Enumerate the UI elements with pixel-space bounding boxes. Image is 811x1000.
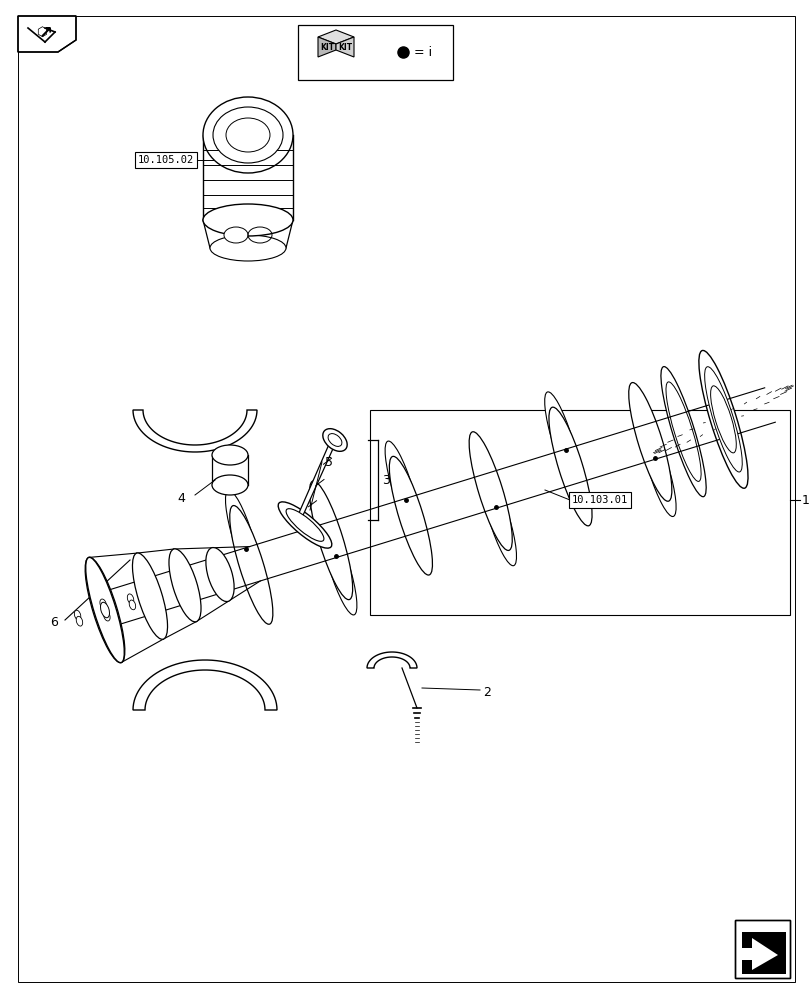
Text: KIT: KIT — [320, 43, 333, 52]
Ellipse shape — [309, 481, 352, 600]
Ellipse shape — [225, 490, 260, 586]
Polygon shape — [18, 16, 76, 52]
Text: 5: 5 — [324, 456, 333, 468]
Ellipse shape — [206, 548, 234, 602]
Ellipse shape — [323, 429, 347, 451]
Text: 3: 3 — [381, 474, 389, 487]
Polygon shape — [336, 37, 354, 57]
Ellipse shape — [75, 610, 81, 620]
Text: 6: 6 — [50, 616, 58, 630]
Ellipse shape — [212, 475, 247, 495]
Polygon shape — [212, 455, 247, 485]
Polygon shape — [203, 135, 293, 220]
Polygon shape — [298, 25, 453, 80]
Ellipse shape — [104, 611, 110, 621]
Ellipse shape — [710, 386, 736, 453]
Ellipse shape — [384, 441, 419, 537]
Text: 4: 4 — [177, 492, 185, 506]
Ellipse shape — [481, 470, 516, 566]
Ellipse shape — [132, 553, 167, 639]
Ellipse shape — [127, 594, 134, 604]
Polygon shape — [18, 16, 76, 52]
Ellipse shape — [129, 600, 135, 610]
Ellipse shape — [328, 434, 341, 446]
Text: = i: = i — [414, 46, 431, 59]
Text: 2: 2 — [483, 686, 491, 698]
Ellipse shape — [698, 350, 747, 488]
Ellipse shape — [224, 227, 247, 243]
Ellipse shape — [203, 204, 293, 236]
Ellipse shape — [321, 519, 357, 615]
Ellipse shape — [203, 97, 293, 173]
Polygon shape — [318, 37, 336, 57]
Polygon shape — [318, 30, 354, 44]
Ellipse shape — [169, 549, 201, 622]
Ellipse shape — [86, 557, 124, 663]
Polygon shape — [133, 410, 257, 452]
Ellipse shape — [225, 118, 270, 152]
Text: 10.103.01: 10.103.01 — [571, 495, 628, 505]
Ellipse shape — [660, 367, 706, 497]
Ellipse shape — [471, 441, 491, 484]
Polygon shape — [741, 932, 785, 974]
Ellipse shape — [544, 392, 579, 488]
Text: 10.105.02: 10.105.02 — [138, 155, 194, 165]
Ellipse shape — [250, 572, 270, 615]
Ellipse shape — [100, 599, 106, 609]
Ellipse shape — [469, 432, 512, 550]
Ellipse shape — [628, 383, 671, 501]
Polygon shape — [734, 920, 789, 978]
Ellipse shape — [212, 445, 247, 465]
Ellipse shape — [388, 456, 432, 575]
Ellipse shape — [704, 367, 741, 472]
Ellipse shape — [312, 490, 332, 533]
Ellipse shape — [101, 602, 109, 618]
Ellipse shape — [85, 557, 125, 663]
Ellipse shape — [410, 523, 429, 566]
Polygon shape — [294, 442, 336, 522]
Ellipse shape — [640, 421, 676, 517]
Ellipse shape — [569, 474, 589, 516]
Ellipse shape — [230, 506, 272, 624]
Ellipse shape — [210, 235, 285, 261]
Ellipse shape — [76, 616, 83, 626]
Ellipse shape — [212, 107, 283, 163]
Text: KIT: KIT — [337, 43, 352, 52]
Text: ⬡: ⬡ — [36, 26, 47, 39]
Ellipse shape — [631, 392, 650, 434]
Ellipse shape — [548, 407, 591, 526]
Text: 1: 1 — [801, 493, 809, 506]
Polygon shape — [133, 660, 277, 710]
Ellipse shape — [285, 509, 324, 541]
Ellipse shape — [278, 502, 332, 548]
Text: ↗: ↗ — [39, 24, 53, 42]
Polygon shape — [367, 652, 417, 668]
